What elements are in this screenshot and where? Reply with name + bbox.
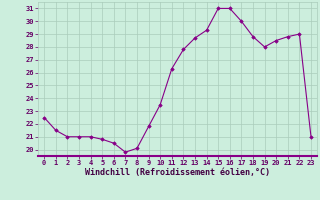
X-axis label: Windchill (Refroidissement éolien,°C): Windchill (Refroidissement éolien,°C) (85, 168, 270, 177)
